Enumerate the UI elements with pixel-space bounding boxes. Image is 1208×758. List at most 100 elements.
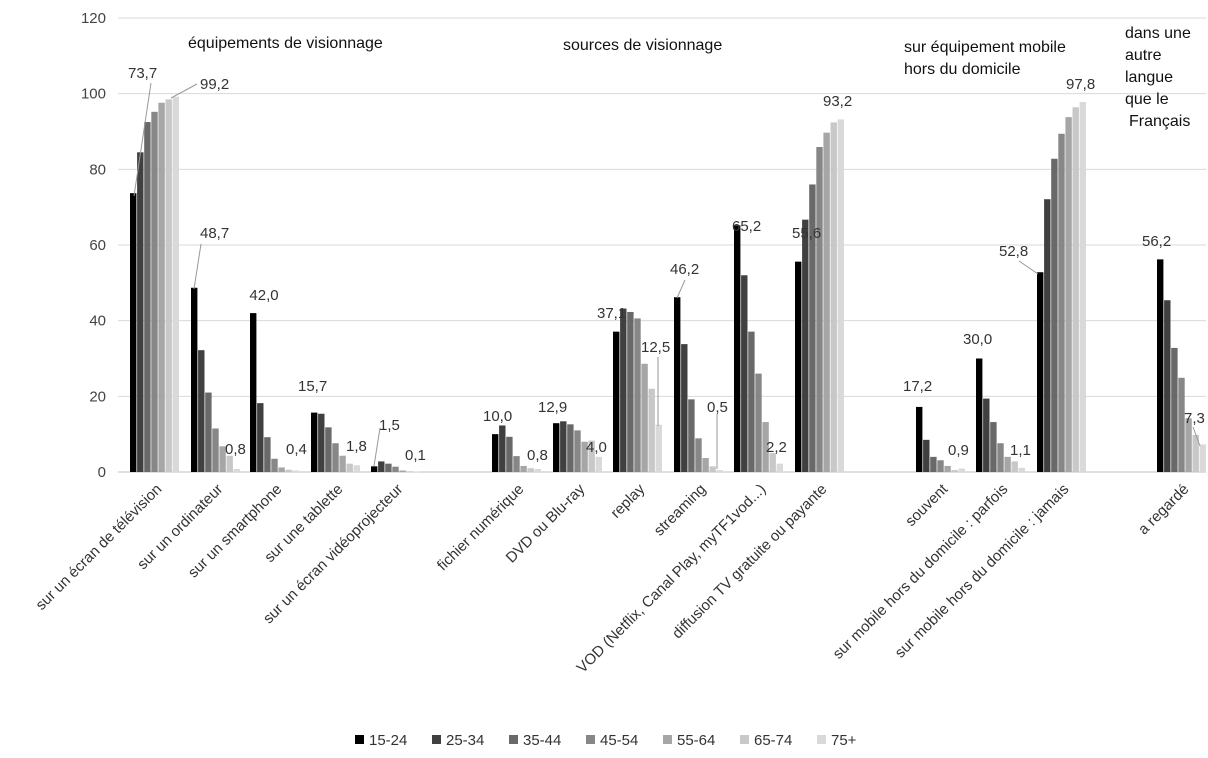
y-tick-label: 80 <box>89 161 106 178</box>
bar <box>278 467 285 472</box>
bar <box>1192 434 1199 472</box>
bar <box>1072 107 1079 472</box>
y-tick-label: 120 <box>81 10 106 27</box>
group-title: dans une autre langue que le Français <box>1125 25 1191 130</box>
group-title-line: sources de visionnage <box>563 37 722 54</box>
category-label: sur un écran de télévision <box>32 481 165 614</box>
bar <box>385 463 392 472</box>
bar <box>809 184 816 472</box>
bar <box>613 331 620 472</box>
bar <box>534 468 541 472</box>
data-label: 55,6 <box>792 225 821 242</box>
bar <box>741 275 748 472</box>
data-label: 48,7 <box>200 225 229 242</box>
bar <box>634 318 641 472</box>
bar <box>1044 199 1051 472</box>
bar <box>205 392 212 472</box>
bar <box>1199 444 1206 472</box>
bar <box>492 434 499 472</box>
bar <box>983 398 990 472</box>
data-label: 0,4 <box>286 441 307 458</box>
legend-label: 35-44 <box>523 732 561 749</box>
data-label-leader <box>1192 426 1201 447</box>
category-label: streaming <box>651 481 710 540</box>
bar <box>406 471 413 472</box>
group-title-line: langue <box>1125 69 1173 86</box>
group-title-line: autre <box>1125 47 1162 64</box>
bar <box>674 297 681 472</box>
bar <box>951 470 958 472</box>
bar <box>567 424 574 472</box>
bar <box>823 132 830 472</box>
data-label: 65,2 <box>732 218 761 235</box>
group-title: sources de visionnage <box>563 37 722 54</box>
data-label: 46,2 <box>670 261 699 278</box>
bar <box>172 96 179 473</box>
bar <box>158 102 165 472</box>
data-label: 73,7 <box>128 65 157 82</box>
bar <box>627 311 634 472</box>
bar <box>937 460 944 472</box>
y-tick-label: 0 <box>98 464 106 481</box>
bar <box>527 468 534 472</box>
bar <box>353 465 360 472</box>
bar <box>1018 467 1025 472</box>
bar <box>958 468 965 472</box>
legend-swatch <box>432 735 441 744</box>
bar <box>655 424 662 472</box>
data-label: 52,8 <box>999 243 1028 260</box>
legend-label: 25-34 <box>446 732 484 749</box>
data-label: 56,2 <box>1142 233 1171 250</box>
bar <box>292 470 299 472</box>
bar <box>332 443 339 472</box>
bar <box>378 461 385 472</box>
bar <box>212 428 219 472</box>
bar <box>392 466 399 472</box>
bar <box>257 403 264 472</box>
data-label: 1,1 <box>1010 442 1031 459</box>
bar <box>695 438 702 472</box>
legend-swatch <box>355 735 364 744</box>
bar <box>271 458 278 472</box>
data-label: 0,8 <box>527 447 548 464</box>
bar <box>346 463 353 472</box>
bar <box>681 344 688 472</box>
bar <box>776 463 783 472</box>
bar <box>976 358 983 472</box>
bar <box>574 430 581 472</box>
data-label: 15,7 <box>298 378 327 395</box>
bar <box>318 413 325 472</box>
data-label-leader <box>193 243 202 290</box>
bar <box>233 468 240 472</box>
bar <box>581 441 588 472</box>
bar <box>506 436 513 472</box>
data-label-leader <box>170 83 198 99</box>
data-label: 1,8 <box>346 438 367 455</box>
bar <box>1065 117 1072 472</box>
data-label: 0,5 <box>707 399 728 416</box>
bar <box>688 399 695 472</box>
bar <box>137 152 144 472</box>
bar <box>1178 377 1185 472</box>
bar <box>520 465 527 472</box>
bar <box>1157 259 1164 472</box>
data-label: 37,1 <box>597 305 626 322</box>
data-label: 0,8 <box>225 441 246 458</box>
bar <box>748 331 755 472</box>
bar <box>795 261 802 472</box>
bar <box>513 456 520 472</box>
bar <box>553 423 560 472</box>
bar <box>1051 158 1058 473</box>
category-label: souvent <box>902 480 952 530</box>
bar <box>716 470 723 472</box>
bar <box>226 455 233 472</box>
category-label: replay <box>607 480 648 521</box>
bar <box>325 427 332 472</box>
bar <box>830 122 837 473</box>
data-label-leader <box>373 427 381 467</box>
bar <box>702 458 709 472</box>
y-tick-label: 100 <box>81 86 106 103</box>
bar <box>734 225 741 472</box>
y-tick-label: 60 <box>89 237 106 254</box>
